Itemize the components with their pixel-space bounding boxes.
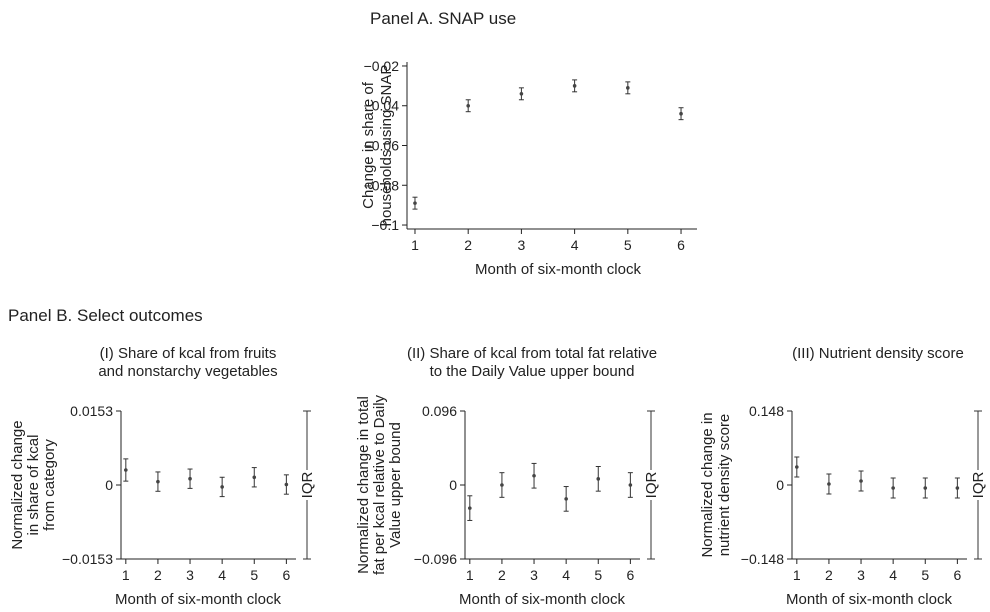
chart2-data-point: [156, 479, 160, 484]
chart4-y-axis-label-line: nutrient density score: [716, 414, 733, 557]
chart4-y-axis-label-line: Normalized change in: [699, 412, 716, 557]
chart3-y-tick-label: 0.096: [422, 403, 457, 419]
chart4-data-point: [891, 486, 895, 490]
chart2-y-tick-label: 0: [105, 477, 113, 493]
chart1-x-tick-label: 6: [677, 237, 685, 253]
chart4-y-tick-label: 0.148: [749, 403, 784, 419]
chart2-data-point: [188, 476, 192, 481]
chart3-y-tick-label: −0.096: [414, 551, 457, 567]
chart2-x-tick-label: 6: [282, 567, 290, 583]
chart3-x-axis-label: Month of six-month clock: [459, 591, 625, 608]
chart3-x-tick-label: 5: [594, 567, 602, 583]
chart2-y-axis-label-line: Normalized change: [9, 420, 26, 549]
panel-title: Panel A. SNAP use: [370, 9, 516, 28]
chart2-x-tick-label: 1: [122, 567, 130, 583]
chart4-iqr-label: IQR: [970, 472, 987, 499]
chart2-data-point: [124, 468, 128, 472]
chart3-y-tick-label: 0: [449, 477, 457, 493]
chart2-iqr-label-bg: [299, 470, 315, 500]
chart4-x-tick-label: 1: [793, 567, 801, 583]
chart4-data-point: [827, 482, 831, 486]
chart3-iqr-label: IQR: [643, 472, 660, 499]
chart2-iqr-label: IQR: [299, 472, 316, 499]
panel-title: Panel B. Select outcomes: [8, 306, 203, 325]
chart4-data-point: [923, 486, 928, 490]
chart1-x-axis-label: Month of six-month clock: [475, 261, 641, 278]
chart3-data-point: [500, 483, 504, 487]
chart3-x-tick-label: 1: [466, 567, 474, 583]
chart1-data-point: [466, 103, 470, 108]
chart1-data-point: [679, 111, 683, 116]
chart1-x-tick-label: 3: [518, 237, 526, 253]
chart2-title-line: and nonstarchy vegetables: [98, 363, 277, 380]
chart4-x-tick-label: 3: [857, 567, 865, 583]
chart2-x-tick-label: 3: [186, 567, 194, 583]
chart2-data-point: [220, 485, 224, 489]
chart3-data-point: [564, 497, 568, 501]
chart4-x-tick-label: 5: [921, 567, 929, 583]
chart1-y-axis-label-line: households using SNAP: [378, 65, 395, 227]
chart2-y-tick-label: 0.0153: [70, 403, 113, 419]
chart3-iqr-label-bg: [643, 470, 659, 500]
chart3-x-tick-label: 4: [562, 567, 570, 583]
chart2-title-line: (I) Share of kcal from fruits: [100, 345, 277, 362]
chart1-data-point: [519, 92, 524, 96]
chart4-x-tick-label: 6: [953, 567, 961, 583]
chart3-data-point: [468, 506, 472, 510]
chart4-x-axis-label: Month of six-month clock: [786, 591, 952, 608]
chart4-iqr-label-bg: [970, 470, 986, 500]
chart3-x-tick-label: 2: [498, 567, 506, 583]
chart3-x-tick-label: 6: [626, 567, 634, 583]
chart1-x-tick-label: 1: [411, 237, 419, 253]
chart2-y-tick-label: −0.0153: [62, 551, 113, 567]
chart3-title-line: (II) Share of kcal from total fat relati…: [407, 345, 657, 362]
chart1-y-tick-label: −0.04: [364, 98, 400, 114]
chart1-y-axis-label-line: Change in share of: [360, 81, 377, 209]
chart1-y-tick-label: −0.02: [364, 58, 400, 74]
chart1-x-tick-label: 4: [571, 237, 579, 253]
chart2-x-tick-label: 5: [250, 567, 258, 583]
chart2-x-tick-label: 2: [154, 567, 162, 583]
chart1-y-tick-label: −0.1: [371, 217, 399, 233]
chart1-data-point: [626, 86, 630, 90]
chart4-title-line: (III) Nutrient density score: [792, 345, 964, 362]
chart4-data-point: [795, 465, 799, 469]
chart3-data-point: [596, 477, 601, 481]
chart1-y-tick-label: −0.06: [364, 138, 400, 154]
chart2-x-axis-label: Month of six-month clock: [115, 591, 281, 608]
chart4-y-tick-label: −0.148: [741, 551, 784, 567]
chart4-x-tick-label: 2: [825, 567, 833, 583]
chart3-data-point: [628, 483, 633, 487]
chart4-y-tick-label: 0: [776, 477, 784, 493]
chart1-x-tick-label: 5: [624, 237, 632, 253]
chart4-data-point: [859, 479, 863, 483]
chart4-data-point: [955, 486, 960, 490]
chart1-data-point: [572, 84, 577, 88]
chart3-title-line: to the Daily Value upper bound: [430, 363, 635, 380]
chart2-data-point: [284, 482, 289, 487]
chart1-y-tick-label: −0.08: [364, 177, 400, 193]
chart1-x-tick-label: 2: [464, 237, 472, 253]
chart4-x-tick-label: 4: [889, 567, 897, 583]
chart3-x-tick-label: 3: [530, 567, 538, 583]
chart1-data-point: [413, 201, 417, 205]
chart2-y-axis-label-line: in share of kcal: [25, 435, 42, 536]
chart3-y-axis-label-line: Normalized change in total: [355, 396, 372, 574]
chart2-data-point: [252, 475, 257, 480]
chart3-data-point: [532, 473, 536, 478]
chart3-y-axis-label-line: fat per kcal relative to Daily: [371, 394, 388, 575]
chart3-y-axis-label-line: Value upper bound: [387, 422, 404, 548]
chart2-x-tick-label: 4: [218, 567, 226, 583]
chart2-y-axis-label-line: from category: [41, 439, 58, 531]
